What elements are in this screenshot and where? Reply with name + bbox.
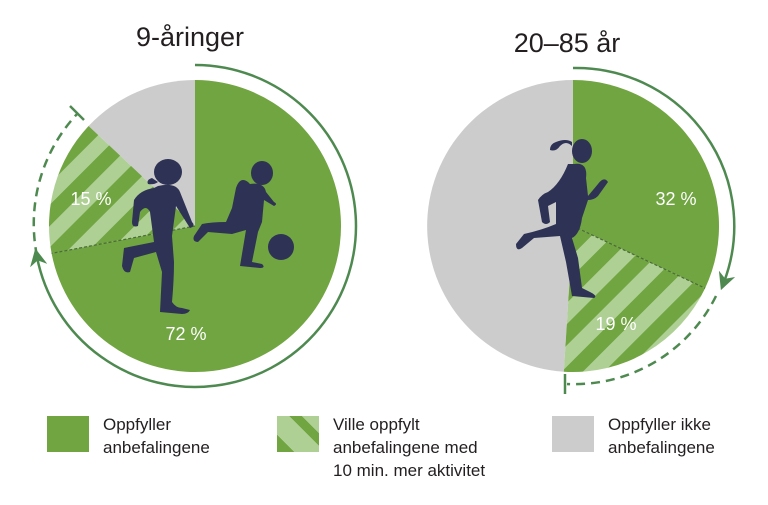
- legend-line: 10 min. mer aktivitet: [333, 461, 486, 480]
- segment-meets: [51, 80, 342, 372]
- legend-item-meets: Oppfyller anbefalingene: [47, 413, 210, 459]
- pie-9-year-olds: 9-åringer 15 % 72 %: [30, 22, 358, 389]
- legend-label: Ville oppfylt anbefalingene med 10 min. …: [333, 413, 485, 482]
- pie-charts: 9-åringer 15 % 72 % 20–85 år: [30, 22, 736, 394]
- legend-label: Oppfyller ikke anbefalingene: [608, 413, 715, 459]
- legend-swatch-solid-green: [47, 416, 89, 452]
- label-meets-adults: 32 %: [655, 189, 696, 209]
- legend-line: Oppfyller ikke: [608, 415, 711, 434]
- pie-title-9-year-olds: 9-åringer: [136, 22, 244, 52]
- legend-line: anbefalingene med: [333, 438, 478, 457]
- segment-does-not-meet: [427, 80, 573, 372]
- legend-swatch-gray: [552, 416, 594, 452]
- legend-item-does-not-meet: Oppfyller ikke anbefalingene: [552, 413, 715, 459]
- segment-meets: [573, 79, 720, 289]
- woman-running-icon: [516, 139, 608, 298]
- legend-item-would-meet: Ville oppfylt anbefalingene med 10 min. …: [277, 413, 485, 482]
- legend-swatch-striped-green: [277, 416, 319, 452]
- segment-divider: [51, 225, 196, 254]
- segment-divider: [572, 225, 706, 289]
- meets-arc-arrow: [30, 63, 358, 389]
- legend-label: Oppfyller anbefalingene: [103, 413, 210, 459]
- legend-line: Oppfyller: [103, 415, 172, 434]
- dashed-arc-end-tick: [69, 105, 85, 121]
- legend-line: anbefalingene: [103, 438, 210, 457]
- would-meet-dashed-arc: [566, 295, 718, 386]
- meets-arc-arrow: [572, 66, 736, 291]
- would-meet-dashed-arc: [32, 112, 79, 257]
- label-meets-9: 72 %: [165, 324, 206, 344]
- pie-adults: 20–85 år 32 % 19 %: [427, 28, 736, 394]
- legend-line: anbefalingene: [608, 438, 715, 457]
- children-playing-football-icon: [122, 159, 294, 314]
- segment-would-meet: [563, 226, 706, 372]
- pie-title-adults: 20–85 år: [514, 28, 621, 58]
- legend-line: Ville oppfylt: [333, 415, 420, 434]
- label-would-meet-9: 15 %: [70, 189, 111, 209]
- label-would-meet-adults: 19 %: [595, 314, 636, 334]
